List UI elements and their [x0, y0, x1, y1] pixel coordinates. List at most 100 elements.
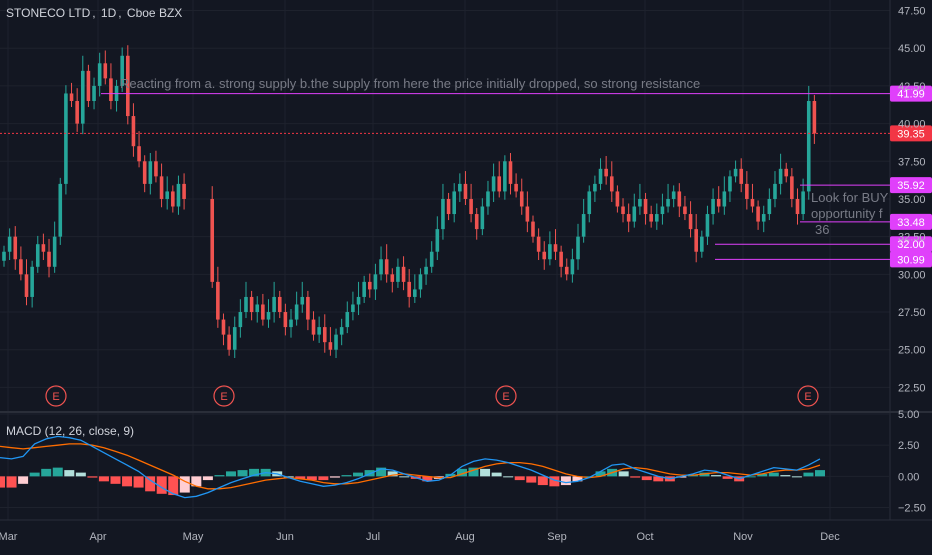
candle-body: [277, 296, 282, 313]
macd-histogram-bar: [376, 467, 387, 477]
macd-histogram-bar: [480, 468, 491, 477]
earnings-marker-label: E: [502, 391, 509, 403]
time-tick-label: Mar: [0, 531, 18, 543]
candle-body: [362, 281, 366, 297]
macd-tick-label: 2.50: [898, 440, 919, 452]
candle-body: [19, 259, 23, 275]
candle-body: [632, 206, 637, 222]
macd-histogram-bar: [815, 470, 825, 477]
time-tick-label: Apr: [89, 531, 106, 543]
candle-body: [390, 274, 395, 282]
candle-body: [609, 176, 614, 192]
macd-histogram-bar: [133, 476, 144, 488]
macd-histogram-bar: [6, 476, 17, 488]
level-label: 33.48: [897, 217, 925, 229]
candle-body: [576, 236, 580, 260]
candle-body: [171, 191, 175, 207]
earnings-marker: [213, 385, 235, 407]
candle-body: [474, 214, 479, 230]
macd-histogram-bar: [768, 472, 779, 477]
resistance-note[interactable]: Reacting from a. strong supply b.the sup…: [120, 76, 701, 91]
interval-label[interactable]: 1D: [100, 6, 117, 20]
buy-note-line-3[interactable]: 36: [815, 222, 830, 237]
candle-body: [666, 198, 670, 207]
candle-body: [373, 274, 378, 290]
macd-histogram-bar: [41, 468, 52, 477]
candle-body: [581, 214, 586, 237]
candle-body: [621, 206, 625, 215]
candle-body: [598, 168, 603, 184]
macd-histogram-bar: [549, 476, 560, 487]
candle-body: [778, 168, 783, 184]
macd-histogram-bar: [780, 475, 791, 477]
candle-body: [491, 176, 496, 192]
macd-histogram-bar: [283, 476, 294, 478]
candle-body: [210, 198, 215, 282]
candle-body: [165, 191, 169, 199]
candle-body: [728, 176, 732, 192]
macd-histogram-bar: [64, 470, 75, 477]
candle-body: [80, 70, 85, 124]
candle-body: [536, 236, 541, 252]
macd-histogram-bar: [237, 470, 248, 477]
candle-body: [109, 78, 113, 101]
candle-body: [97, 63, 102, 86]
macd-histogram-bar: [526, 476, 537, 483]
macd-histogram-bar: [791, 476, 802, 478]
candle-body: [683, 206, 687, 215]
macd-histogram-bar: [491, 472, 502, 477]
candle-body: [103, 63, 108, 79]
macd-histogram-bar: [399, 476, 410, 478]
buy-note-line-1[interactable]: Look for BUY: [811, 190, 889, 205]
candle-body: [677, 191, 682, 207]
macd-histogram-bar: [214, 475, 225, 477]
candle-body: [182, 183, 186, 199]
candle-body: [542, 251, 547, 260]
candle-body: [47, 251, 51, 267]
macd-line: [0, 435, 821, 499]
macd-tick-label: 5.00: [898, 409, 919, 421]
candle-body: [232, 327, 237, 350]
time-tick-label: May: [183, 531, 204, 543]
candle-body: [503, 161, 507, 192]
candle-body: [345, 312, 350, 328]
symbol-name[interactable]: STONECO LTD: [6, 6, 91, 20]
macd-histogram-bar: [641, 476, 652, 481]
macd-histogram-bar: [306, 476, 317, 481]
candle-body: [311, 319, 316, 335]
candle-body: [564, 266, 569, 275]
candle-body: [249, 296, 254, 313]
candle-body: [69, 93, 74, 101]
price-tick-label: 22.50: [898, 382, 926, 394]
candle-body: [289, 319, 293, 328]
macd-histogram-bar: [630, 476, 641, 478]
candle-body: [801, 191, 805, 215]
macd-histogram-bar: [179, 476, 190, 493]
candle-body: [638, 198, 642, 207]
candle-body: [806, 100, 811, 192]
macd-indicator-label[interactable]: MACD (12, 26, close, 9): [6, 424, 135, 438]
candle-body: [238, 312, 243, 328]
candle-body: [711, 198, 715, 215]
candle-body: [671, 191, 676, 199]
macd-tick-label: 0.00: [898, 471, 919, 483]
candle-body: [739, 168, 744, 184]
candle-body: [131, 116, 136, 147]
macd-histogram-bar: [537, 476, 548, 486]
candle-body: [418, 274, 423, 290]
candle-body: [13, 236, 18, 260]
candle-body: [35, 244, 40, 267]
candle-body: [244, 296, 248, 313]
earnings-marker-label: E: [220, 391, 227, 403]
macd-histogram-bar: [341, 475, 352, 477]
macd-histogram-bar: [353, 472, 364, 477]
level-label-bg: [890, 213, 932, 230]
macd-signal-line: [0, 443, 821, 490]
candle-body: [356, 296, 361, 305]
buy-note-line-2[interactable]: opportunity f: [811, 206, 883, 221]
candle-body: [784, 168, 789, 177]
candle-body: [587, 191, 592, 215]
